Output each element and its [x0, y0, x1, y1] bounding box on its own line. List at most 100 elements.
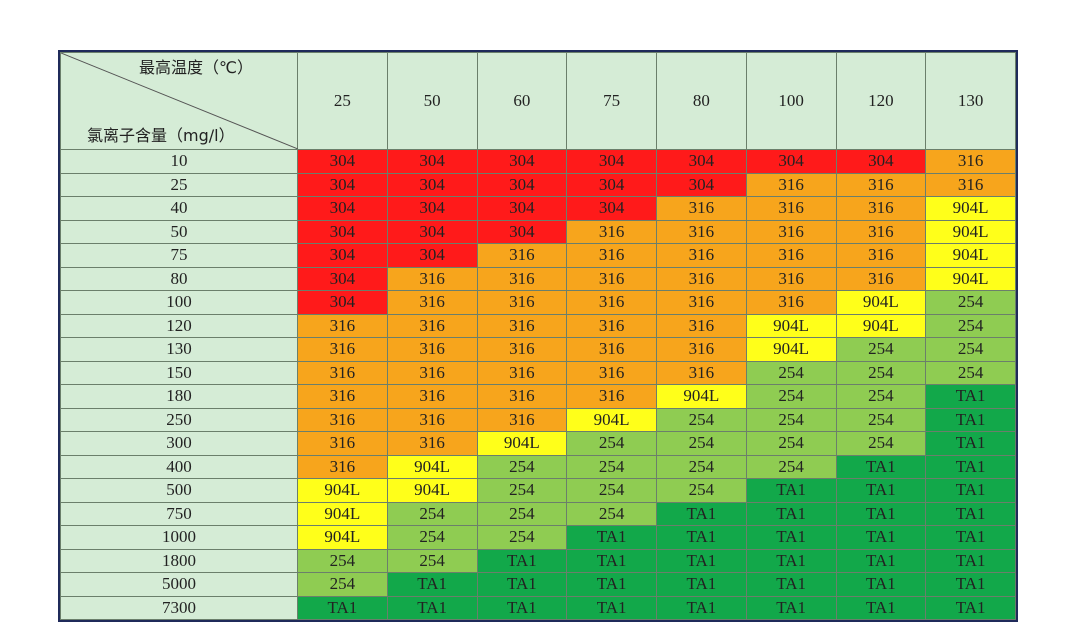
row-header: 150 [60, 360, 298, 385]
table-row: 400 316 904L 254 254 254 254 TA1 TA1 [60, 454, 1016, 479]
row-header: 180 [60, 384, 298, 409]
material-cell: 904L [925, 196, 1016, 221]
material-cell: 254 [835, 360, 927, 385]
row-header: 40 [60, 196, 298, 221]
table-row: 100 304 316 316 316 316 316 904L 254 [60, 290, 1016, 315]
material-cell: 254 [835, 337, 927, 362]
material-cell: 316 [925, 149, 1016, 174]
material-cell: 316 [566, 360, 657, 385]
material-cell: 316 [566, 243, 657, 268]
material-cell: 316 [566, 313, 657, 338]
material-cell: 254 [476, 478, 568, 503]
material-cell: TA1 [566, 572, 657, 597]
material-cell: TA1 [925, 595, 1016, 620]
material-cell: 316 [386, 290, 478, 315]
material-cell: 316 [297, 454, 388, 479]
material-cell: 904L [297, 501, 388, 526]
material-cell: 316 [656, 290, 747, 315]
table-row: 300 316 316 904L 254 254 254 254 TA1 [60, 431, 1016, 456]
material-cell: 254 [745, 454, 837, 479]
material-cell: 304 [835, 149, 927, 174]
material-cell: 316 [566, 266, 657, 291]
table-row: 10 304 304 304 304 304 304 304 316 [60, 149, 1016, 174]
material-cell: TA1 [476, 595, 568, 620]
material-cell: TA1 [925, 454, 1016, 479]
material-cell: 304 [297, 290, 388, 315]
material-cell: 904L [297, 478, 388, 503]
material-cell: TA1 [835, 572, 927, 597]
material-cell: 304 [386, 219, 478, 244]
material-cell: 316 [745, 290, 837, 315]
material-cell: 304 [297, 149, 388, 174]
row-header: 300 [60, 431, 298, 456]
material-cell: 254 [386, 501, 478, 526]
material-cell: 254 [566, 501, 657, 526]
material-cell: 304 [745, 149, 837, 174]
material-cell: 254 [745, 384, 837, 409]
material-cell: 316 [835, 196, 927, 221]
material-cell: 316 [925, 172, 1016, 197]
material-cell: 304 [476, 149, 568, 174]
material-cell: TA1 [835, 595, 927, 620]
material-cell: 316 [476, 290, 568, 315]
material-cell: 316 [386, 313, 478, 338]
material-cell: 254 [476, 525, 568, 550]
column-header: 75 [566, 52, 657, 150]
material-cell: 254 [925, 360, 1016, 385]
material-cell: 316 [476, 313, 568, 338]
material-cell: 904L [297, 525, 388, 550]
material-cell: TA1 [656, 572, 747, 597]
material-cell: 254 [745, 360, 837, 385]
material-cell: 254 [566, 431, 657, 456]
material-cell: 304 [566, 196, 657, 221]
material-cell: TA1 [925, 548, 1016, 573]
table-row: 5000 254 TA1 TA1 TA1 TA1 TA1 TA1 TA1 [60, 572, 1016, 597]
material-cell: 316 [476, 243, 568, 268]
table-row: 75 304 304 316 316 316 316 316 904L [60, 243, 1016, 268]
material-cell: 304 [656, 172, 747, 197]
material-cell: 316 [745, 243, 837, 268]
table-row: 80 304 316 316 316 316 316 316 904L [60, 266, 1016, 291]
column-header: 25 [297, 52, 388, 150]
material-cell: 904L [925, 219, 1016, 244]
corner-bottom: 氯离子含量（mg/l） [87, 126, 235, 145]
material-cell: 304 [656, 149, 747, 174]
table-row: 120 316 316 316 316 316 904L 904L 254 [60, 313, 1016, 338]
row-header: 10 [60, 149, 298, 174]
material-cell: 304 [386, 196, 478, 221]
material-cell: TA1 [386, 595, 478, 620]
material-cell: TA1 [925, 384, 1016, 409]
header-row: 最高温度（℃） 氯离子含量（mg/l） 25 50 60 75 80 100 120 130 [60, 52, 1016, 150]
material-cell: TA1 [925, 501, 1016, 526]
material-cell: TA1 [745, 501, 837, 526]
material-cell: 316 [656, 313, 747, 338]
column-header: 80 [656, 52, 747, 150]
material-cell: TA1 [835, 454, 927, 479]
material-cell: 254 [925, 337, 1016, 362]
corner-top: 最高温度（℃） [139, 58, 253, 77]
material-cell: 254 [297, 548, 388, 573]
material-cell: 316 [656, 243, 747, 268]
material-cell: 304 [297, 243, 388, 268]
material-cell: TA1 [925, 525, 1016, 550]
material-cell: 316 [656, 196, 747, 221]
material-cell: 304 [386, 243, 478, 268]
material-cell: 316 [476, 266, 568, 291]
material-cell: 316 [297, 337, 388, 362]
material-cell: 316 [566, 290, 657, 315]
material-cell: 904L [925, 266, 1016, 291]
material-cell: 304 [566, 149, 657, 174]
material-cell: TA1 [925, 572, 1016, 597]
material-cell: 316 [656, 360, 747, 385]
material-cell: 254 [835, 407, 927, 432]
material-cell: 316 [656, 337, 747, 362]
material-cell: TA1 [297, 595, 388, 620]
material-cell: 316 [476, 360, 568, 385]
material-cell: 304 [297, 172, 388, 197]
table-row: 40 304 304 304 304 316 316 316 904L [60, 196, 1016, 221]
material-cell: 316 [745, 219, 837, 244]
material-cell: TA1 [656, 525, 747, 550]
table-row: 1000 904L 254 254 TA1 TA1 TA1 TA1 TA1 [60, 525, 1016, 550]
material-cell: 316 [566, 337, 657, 362]
